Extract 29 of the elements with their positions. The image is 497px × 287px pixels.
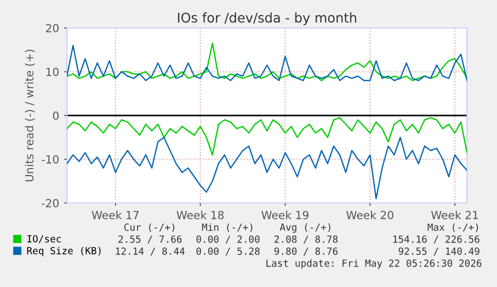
text: Min (-/+) (202, 223, 252, 232)
y-axis-title: Units read (-) / write (+) (24, 50, 35, 182)
line-series (67, 117, 467, 156)
text: 0.00 / 5.28 (196, 247, 260, 256)
text: Cur (-/+) (124, 223, 174, 232)
x-tick-label: Week 18 (176, 210, 224, 220)
x-tick-label: Week 21 (431, 210, 478, 220)
text: Max (-/+) (428, 223, 478, 232)
y-tick-label: 20 (46, 24, 59, 32)
legend-label: IO/sec (27, 235, 61, 244)
text: 12.14 / 8.44 (116, 247, 185, 256)
text: Last update: Fri May 22 05:26:30 2026 (266, 259, 482, 269)
x-tick-label: Week 19 (261, 210, 308, 220)
line-series (67, 136, 467, 200)
legend-label: Req Size (KB) (27, 246, 101, 256)
text: 154.16 / 226.56 (393, 235, 480, 244)
y-tick-label: 0 (53, 111, 59, 120)
y-tick-label: 10 (46, 68, 59, 76)
text: 2.55 / 7.66 (118, 235, 182, 244)
x-tick-label: Week 20 (346, 210, 394, 220)
text: 2.08 / 8.78 (274, 235, 338, 244)
text: 0.00 / 2.00 (196, 235, 260, 244)
text: 92.55 / 140.49 (398, 247, 480, 256)
text: 9.80 / 8.76 (274, 247, 338, 256)
chart-title: IOs for /dev/sda - by month (178, 12, 356, 26)
x-tick-label: Week 17 (92, 210, 139, 220)
y-tick-label: -20 (42, 198, 59, 208)
y-tick-label: -10 (42, 155, 59, 164)
text: Avg (-/+) (280, 223, 330, 233)
